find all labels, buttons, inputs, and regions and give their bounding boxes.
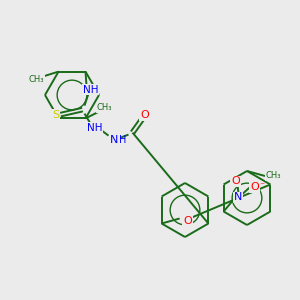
Text: CH₃: CH₃ [29, 75, 44, 84]
Text: N: N [110, 135, 119, 145]
Text: CH₃: CH₃ [97, 103, 112, 112]
Text: O: O [250, 182, 259, 193]
Text: ⁻: ⁻ [260, 182, 265, 191]
Text: O: O [231, 176, 240, 187]
Text: CH₃: CH₃ [265, 172, 281, 181]
Text: H: H [119, 135, 127, 145]
Text: NH: NH [87, 123, 102, 133]
Text: S: S [52, 110, 59, 120]
Text: O: O [183, 215, 192, 226]
Text: N: N [233, 193, 242, 202]
Text: NH: NH [83, 85, 98, 94]
Text: O: O [140, 110, 149, 120]
